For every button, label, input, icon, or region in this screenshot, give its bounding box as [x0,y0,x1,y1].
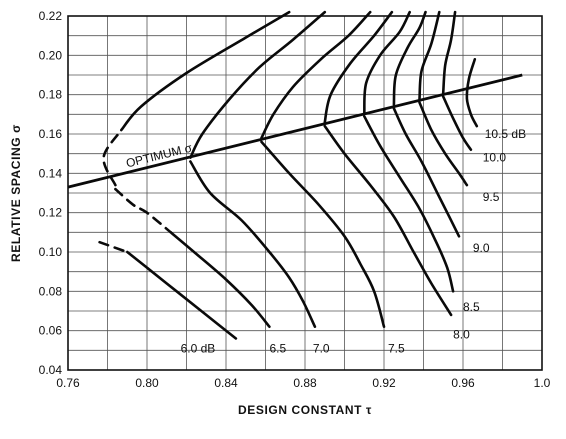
contour-10-0-upper [441,10,457,94]
contour-9-0-label: 9.0 [473,241,490,255]
contour-9-5-label: 9.5 [483,190,500,204]
plot-frame [67,15,543,371]
contour-7-0-label: 7.0 [313,341,330,355]
contour-8-0-label: 8.0 [453,328,470,342]
contour-8-0-upper [323,10,394,124]
contour-10-5-db-label: 10.5 dB [485,127,526,141]
contour-8-0-lower [323,124,453,317]
y-tick-label: 0.08 [39,284,63,298]
contour-9-0-lower [392,107,461,238]
y-axis-ticks: 0.04 0.06 0.08 0.10 0.12 0.14 0.16 0.18 0.20 0.22 [39,9,63,377]
contour-7-5-upper [260,10,372,140]
contour-10-0-lower [441,95,473,151]
x-tick-label: 1.0 [534,376,551,390]
contour-7-5-label: 7.5 [388,341,405,355]
contour-10-5-db-upper [465,58,479,128]
y-tick-label: 0.06 [39,324,63,338]
x-tick-label: 0.88 [293,376,317,390]
x-tick-label: 0.96 [451,376,475,390]
x-axis-label: DESIGN CONSTANT τ [238,403,372,417]
optimum-line: OPTIMUM σ [67,73,523,189]
contour-6-5-lower-dashed [114,187,172,234]
y-tick-label: 0.14 [39,166,63,180]
contour-8-5-label: 8.5 [463,300,480,314]
contour-6-5-dashed [102,128,123,187]
contour-7-5-lower [260,140,386,328]
contour-9-0-upper [392,10,427,106]
y-axis-label: RELATIVE SPACING σ [9,124,23,262]
contour-10-0-label: 10.0 [483,151,507,165]
contour-6-5-label: 6.5 [269,341,286,355]
y-tick-label: 0.22 [39,9,63,23]
contour-6-0-db-dashed [98,240,129,254]
y-tick-label: 0.18 [39,88,63,102]
contour-6-5-upper [120,10,291,132]
contour-8-5-lower [363,115,455,293]
x-tick-label: 0.92 [372,376,396,390]
contour-9-5-upper [418,10,441,100]
x-tick-label: 0.84 [214,376,238,390]
contour-6-0-db-upper [126,250,238,340]
contour-9-5-lower [418,101,469,187]
y-tick-label: 0.10 [39,245,63,259]
curve-labels: 6.0 dB 6.5 7.0 7.5 8.0 8.5 9.0 9.5 10.0 10.5 dB [181,127,527,355]
x-axis-ticks: 0.76 0.80 0.84 0.88 0.92 0.96 1.0 [56,376,550,390]
contour-7-0-upper [189,10,327,159]
contour-6-5-lower [169,231,271,328]
optimum-sigma-line [67,73,523,189]
y-tick-label: 0.16 [39,127,63,141]
contour-8-5-upper [363,10,411,114]
y-tick-label: 0.12 [39,206,63,220]
contour-7-0-lower [189,160,317,328]
x-tick-label: 0.76 [56,376,80,390]
contour-curves [98,10,479,340]
contour-6-0-db-label: 6.0 dB [181,341,216,355]
y-tick-label: 0.20 [39,48,63,62]
y-tick-label: 0.04 [39,363,63,377]
x-tick-label: 0.80 [135,376,159,390]
